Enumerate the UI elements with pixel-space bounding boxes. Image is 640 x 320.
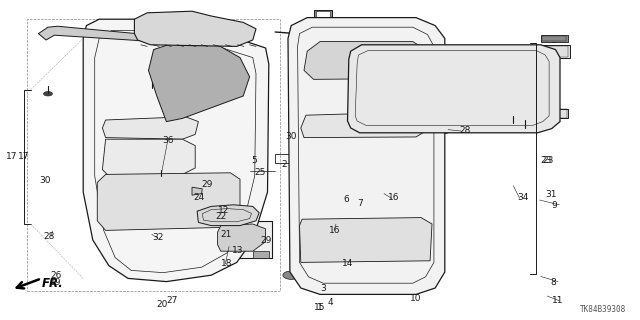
Polygon shape	[218, 224, 266, 251]
Text: 18: 18	[221, 259, 232, 268]
Text: 27: 27	[166, 296, 178, 305]
Text: 3: 3	[320, 284, 326, 293]
Text: 21: 21	[221, 230, 232, 239]
Polygon shape	[134, 11, 256, 46]
Circle shape	[356, 143, 361, 145]
Circle shape	[356, 136, 361, 139]
Text: 1: 1	[317, 303, 323, 312]
Bar	[321, 34, 334, 38]
Bar	[253, 251, 269, 258]
Text: 29: 29	[260, 236, 272, 245]
Polygon shape	[192, 187, 202, 195]
Polygon shape	[288, 18, 445, 294]
Bar	[542, 36, 566, 41]
Polygon shape	[304, 42, 428, 79]
Text: 6: 6	[344, 195, 349, 204]
Text: 24: 24	[193, 193, 205, 202]
Bar	[538, 45, 570, 58]
Circle shape	[321, 87, 332, 92]
Text: 17: 17	[18, 152, 29, 161]
Bar	[245, 146, 266, 158]
Text: 5: 5	[252, 156, 257, 165]
Circle shape	[156, 174, 167, 180]
Text: 20: 20	[157, 300, 168, 309]
Text: 8: 8	[550, 278, 556, 287]
Circle shape	[509, 122, 517, 126]
Circle shape	[340, 114, 358, 123]
Text: 30: 30	[40, 176, 51, 185]
Bar	[275, 154, 289, 163]
Text: 31: 31	[545, 190, 557, 199]
Text: 15: 15	[314, 303, 325, 312]
Text: 13: 13	[232, 246, 243, 255]
Text: 2: 2	[282, 160, 287, 169]
Polygon shape	[301, 112, 428, 138]
Text: 16: 16	[329, 226, 340, 235]
Text: 29: 29	[202, 180, 213, 189]
Text: TK84B39308: TK84B39308	[580, 305, 626, 314]
Bar	[214, 221, 272, 258]
Polygon shape	[97, 173, 240, 230]
Circle shape	[369, 136, 374, 139]
Circle shape	[435, 125, 451, 134]
Circle shape	[521, 127, 529, 131]
Polygon shape	[197, 205, 259, 226]
Polygon shape	[83, 19, 269, 282]
Bar	[422, 93, 451, 101]
Bar	[202, 185, 227, 203]
Bar	[538, 109, 568, 118]
Polygon shape	[348, 45, 560, 133]
Bar	[539, 109, 567, 118]
Text: 28: 28	[460, 126, 471, 135]
Circle shape	[381, 136, 387, 139]
Circle shape	[381, 143, 387, 145]
Text: 30: 30	[285, 132, 296, 141]
Bar	[424, 93, 450, 100]
Circle shape	[369, 149, 374, 152]
Polygon shape	[300, 218, 432, 262]
Text: 17: 17	[6, 152, 18, 161]
Text: 26: 26	[50, 271, 61, 280]
Text: 4: 4	[328, 298, 333, 307]
Circle shape	[103, 162, 121, 171]
Bar	[320, 35, 336, 42]
Text: 12: 12	[218, 206, 229, 215]
Bar	[336, 51, 349, 61]
Bar	[541, 35, 568, 42]
Text: 36: 36	[162, 136, 173, 145]
Text: 10: 10	[410, 294, 421, 303]
Text: 22: 22	[215, 212, 227, 221]
Text: 11: 11	[552, 296, 563, 305]
Text: 28: 28	[44, 232, 55, 241]
Polygon shape	[102, 117, 198, 139]
Polygon shape	[38, 26, 155, 42]
Circle shape	[369, 143, 374, 145]
Text: 23: 23	[542, 156, 554, 164]
Bar	[539, 46, 568, 57]
Circle shape	[283, 271, 300, 279]
Bar	[316, 11, 330, 18]
Bar	[246, 146, 264, 158]
Bar	[27, 19, 280, 291]
Circle shape	[356, 149, 361, 152]
Text: 25: 25	[255, 168, 266, 177]
Text: 16: 16	[388, 193, 399, 202]
Circle shape	[44, 92, 52, 96]
Circle shape	[147, 86, 157, 92]
Circle shape	[381, 149, 387, 152]
Text: 19: 19	[50, 278, 61, 287]
Bar	[314, 10, 332, 19]
Text: 23: 23	[541, 156, 552, 164]
Text: 32: 32	[152, 233, 164, 242]
Polygon shape	[148, 43, 250, 122]
Text: 9: 9	[552, 201, 557, 210]
Polygon shape	[102, 139, 195, 176]
Text: 34: 34	[517, 193, 529, 202]
Text: 14: 14	[342, 259, 353, 268]
Text: FR.: FR.	[42, 277, 63, 290]
Text: 7: 7	[357, 199, 363, 208]
